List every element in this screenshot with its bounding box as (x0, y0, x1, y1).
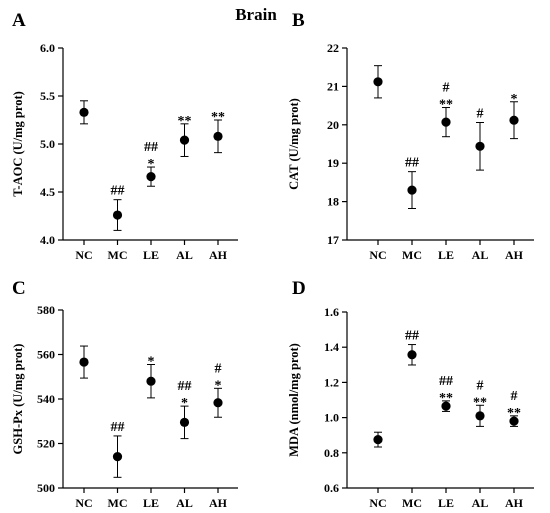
significance-mark: ## (178, 379, 192, 394)
x-tick-label: MC (402, 248, 422, 262)
panel-letter: B (292, 10, 305, 31)
significance-mark: # (477, 106, 484, 121)
y-tick-label: 20 (327, 118, 339, 132)
y-tick-label: 560 (37, 348, 55, 362)
significance-mark: # (443, 81, 450, 96)
x-tick-label: AH (209, 248, 228, 262)
data-point (509, 416, 519, 426)
x-tick-label: NC (369, 496, 386, 510)
y-axis-label: CAT (U/mg prot) (287, 98, 301, 190)
data-point (509, 115, 519, 125)
y-tick-label: 5.0 (40, 137, 55, 151)
significance-mark: ** (507, 406, 521, 421)
x-tick-label: LE (438, 496, 454, 510)
data-point (407, 350, 417, 360)
data-point (112, 210, 123, 220)
data-point (146, 172, 156, 182)
significance-mark: * (148, 157, 155, 172)
significance-mark: ## (111, 420, 125, 435)
y-axis-label: T-AOC (U/mg prot) (11, 91, 25, 197)
y-tick-label: 22 (327, 41, 339, 55)
x-tick-label: LE (438, 248, 454, 262)
data-point (407, 185, 417, 195)
y-tick-label: 500 (37, 481, 55, 495)
y-tick-label: 5.5 (40, 89, 55, 103)
y-tick-label: 18 (327, 195, 339, 209)
significance-mark: * (148, 355, 155, 370)
x-tick-label: LE (143, 248, 159, 262)
data-point (112, 452, 123, 462)
x-tick-label: AL (472, 496, 489, 510)
significance-mark: ## (405, 156, 419, 171)
y-tick-label: 1.0 (324, 411, 339, 425)
significance-mark: ** (473, 395, 487, 410)
data-point (146, 376, 156, 386)
data-point (79, 357, 89, 367)
data-point (213, 398, 223, 408)
significance-mark: ** (439, 98, 453, 113)
significance-mark: ** (211, 110, 225, 125)
significance-mark: # (477, 378, 484, 393)
x-tick-label: AH (505, 496, 524, 510)
data-point (179, 135, 190, 145)
significance-mark: # (215, 361, 222, 376)
y-tick-label: 6.0 (40, 41, 55, 55)
y-tick-label: 520 (37, 437, 55, 451)
data-point (373, 77, 383, 87)
data-point (475, 411, 485, 421)
y-axis-label: MDA (nmol/mg prot) (287, 343, 301, 457)
data-point (373, 435, 383, 445)
y-tick-label: 17 (327, 233, 339, 247)
y-tick-label: 4.5 (40, 185, 55, 199)
x-tick-label: LE (143, 496, 159, 510)
significance-mark: ## (405, 329, 419, 344)
figure-title: Brain (235, 5, 277, 24)
y-tick-label: 540 (37, 392, 55, 406)
y-tick-label: 4.0 (40, 233, 55, 247)
x-tick-label: MC (108, 496, 128, 510)
x-tick-label: MC (108, 248, 128, 262)
panel-letter: D (292, 278, 306, 299)
y-tick-label: 580 (37, 303, 55, 317)
x-tick-label: AL (472, 248, 489, 262)
x-tick-label: AH (505, 248, 524, 262)
y-axis-label: GSH-Px (U/mg prot) (11, 344, 25, 455)
data-point (179, 417, 190, 427)
x-tick-label: NC (75, 248, 92, 262)
significance-mark: ** (439, 391, 453, 406)
significance-mark: * (511, 92, 518, 107)
y-tick-label: 21 (327, 79, 339, 93)
x-tick-label: MC (402, 496, 422, 510)
data-point (475, 141, 485, 151)
x-tick-label: AL (176, 496, 193, 510)
significance-mark: * (181, 396, 188, 411)
y-tick-label: 1.4 (324, 340, 339, 354)
panel-letter: A (12, 10, 26, 31)
significance-mark: # (511, 389, 518, 404)
y-tick-label: 1.6 (324, 305, 339, 319)
significance-mark: * (215, 378, 222, 393)
data-point (441, 401, 451, 411)
panel-letter: C (12, 278, 26, 299)
significance-mark: ## (439, 374, 453, 389)
y-tick-label: 19 (327, 156, 339, 170)
data-point (79, 107, 89, 117)
y-tick-label: 0.8 (324, 446, 339, 460)
x-tick-label: AH (209, 496, 228, 510)
significance-mark: ## (144, 140, 158, 155)
data-point (441, 117, 451, 127)
x-tick-label: NC (75, 496, 92, 510)
y-tick-label: 1.2 (324, 375, 339, 389)
y-tick-label: 0.6 (324, 481, 339, 495)
x-tick-label: AL (176, 248, 193, 262)
x-tick-label: NC (369, 248, 386, 262)
data-point (213, 131, 223, 141)
significance-mark: ** (178, 114, 192, 129)
significance-mark: ## (111, 184, 125, 199)
